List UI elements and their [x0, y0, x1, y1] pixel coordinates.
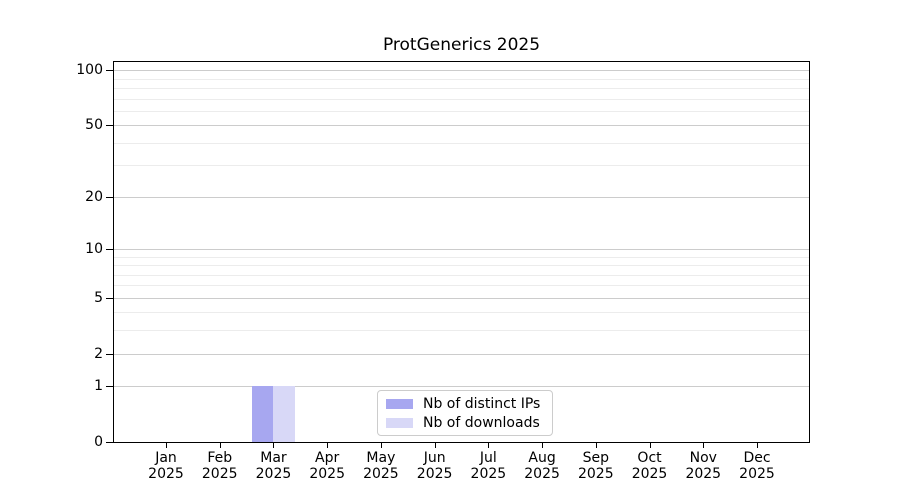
x-tick-year: 2025: [201, 466, 238, 482]
minor-gridline: [114, 98, 809, 100]
x-tick-month: Apr: [315, 450, 340, 466]
y-tick-mark: [106, 297, 113, 299]
legend-entry: Nb of distinct IPs: [386, 396, 544, 412]
y-tick-label: 20: [85, 188, 103, 205]
x-tick-year: 2025: [524, 466, 560, 482]
x-tick-label: Dec 2025: [725, 450, 789, 482]
y-tick-label: 2: [94, 345, 103, 362]
x-tick-mark: [703, 443, 705, 448]
x-tick-mark: [649, 443, 651, 448]
legend-swatch: [386, 398, 413, 409]
x-tick-month: Jan: [155, 450, 177, 466]
y-tick-mark: [106, 442, 113, 443]
x-tick-month: Dec: [743, 450, 771, 466]
y-tick-label: 1: [94, 378, 103, 395]
legend-label: Nb of distinct IPs: [423, 395, 541, 412]
major-gridline: [114, 125, 809, 127]
y-tick-mark: [106, 125, 113, 127]
x-tick-mark: [219, 443, 221, 448]
legend-entry: Nb of downloads: [386, 415, 544, 431]
major-gridline: [114, 196, 809, 198]
minor-gridline: [114, 78, 809, 80]
major-gridline: [114, 248, 809, 250]
x-tick-month: Sep: [582, 450, 609, 466]
y-tick-label: 100: [76, 62, 103, 79]
x-tick-label: Jul 2025: [456, 450, 520, 482]
minor-gridline: [114, 330, 809, 332]
legend-label: Nb of downloads: [423, 414, 540, 431]
minor-gridline: [114, 165, 809, 167]
x-tick-year: 2025: [416, 466, 453, 482]
x-tick-mark: [273, 443, 275, 448]
x-tick-label: Sep 2025: [564, 450, 628, 482]
minor-gridline: [114, 274, 809, 276]
x-tick-label: Oct 2025: [618, 450, 682, 482]
minor-gridline: [114, 256, 809, 258]
x-tick-mark: [757, 443, 758, 448]
x-tick-label: Jan 2025: [134, 450, 198, 482]
x-tick-year: 2025: [363, 466, 399, 482]
x-tick-month: Mar: [260, 450, 287, 466]
x-tick-year: 2025: [309, 466, 345, 482]
bar: [251, 386, 274, 442]
x-tick-mark: [434, 443, 436, 448]
chart-title: ProtGenerics 2025: [382, 35, 541, 55]
y-tick-label: 0: [94, 434, 103, 450]
legend-swatch: [386, 417, 413, 428]
legend: Nb of distinct IPs Nb of downloads: [377, 390, 553, 436]
y-tick-mark: [106, 196, 113, 198]
minor-gridline: [114, 285, 809, 287]
y-tick-mark: [106, 386, 113, 388]
minor-gridline: [114, 312, 809, 314]
x-tick-label: Apr 2025: [295, 450, 359, 482]
x-tick-year: 2025: [577, 466, 614, 482]
x-tick-year: 2025: [470, 466, 507, 482]
x-tick-month: Nov: [689, 450, 717, 466]
y-tick-mark: [106, 70, 113, 72]
major-gridline: [114, 353, 809, 355]
x-tick-month: Jun: [423, 450, 446, 466]
plot-area: Nb of distinct IPs Nb of downloads: [113, 61, 810, 443]
minor-gridline: [114, 265, 809, 267]
y-tick-label: 50: [85, 117, 103, 134]
x-tick-month: Oct: [637, 450, 662, 466]
x-tick-label: Jun 2025: [403, 450, 467, 482]
x-tick-month: Aug: [528, 450, 556, 466]
major-gridline: [114, 70, 809, 72]
x-tick-mark: [166, 443, 167, 448]
x-tick-year: 2025: [148, 466, 184, 482]
y-tick-mark: [106, 248, 113, 250]
bar: [273, 386, 295, 442]
x-tick-label: Mar 2025: [241, 450, 305, 482]
x-tick-month: May: [366, 450, 396, 466]
x-tick-month: Feb: [207, 450, 233, 466]
x-tick-year: 2025: [255, 466, 292, 482]
x-tick-label: Aug 2025: [510, 450, 574, 482]
x-tick-year: 2025: [739, 466, 775, 482]
x-tick-label: Nov 2025: [671, 450, 735, 482]
major-gridline: [114, 297, 809, 299]
y-tick-label: 5: [94, 289, 103, 306]
x-tick-month: Jul: [479, 450, 497, 466]
x-tick-mark: [380, 443, 382, 448]
minor-gridline: [114, 88, 809, 90]
x-tick-mark: [327, 443, 329, 448]
y-tick-mark: [106, 353, 113, 355]
minor-gridline: [114, 110, 809, 112]
x-tick-year: 2025: [631, 466, 668, 482]
y-tick-label: 10: [85, 240, 103, 257]
x-tick-mark: [595, 443, 597, 448]
x-tick-label: Feb 2025: [188, 450, 252, 482]
x-tick-label: May 2025: [349, 450, 413, 482]
major-gridline: [114, 386, 809, 388]
x-tick-year: 2025: [685, 466, 722, 482]
minor-gridline: [114, 142, 809, 144]
x-tick-mark: [542, 443, 544, 448]
x-tick-mark: [488, 443, 490, 448]
